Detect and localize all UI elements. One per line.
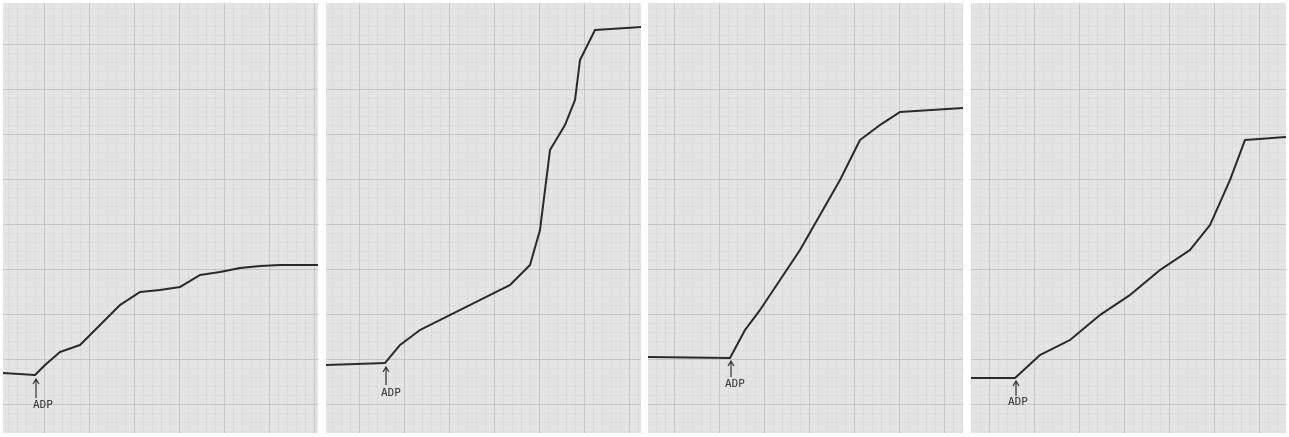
panel-1: ADP (3, 3, 318, 433)
panel-3: ADP (648, 3, 963, 433)
grid-coarse (3, 3, 318, 433)
grid-coarse (971, 3, 1286, 433)
annotation: ADP (1008, 395, 1028, 408)
annotation: ADP (381, 386, 401, 399)
annotation: ADP (725, 377, 745, 390)
panel-4: ADP (971, 3, 1286, 433)
grid-coarse (326, 3, 641, 433)
panel-2: ADP (326, 3, 641, 433)
recorder-figure: ADP ADP ADP ADP (0, 0, 1289, 437)
grid-coarse (648, 3, 963, 433)
annotation: ADP (33, 398, 53, 411)
